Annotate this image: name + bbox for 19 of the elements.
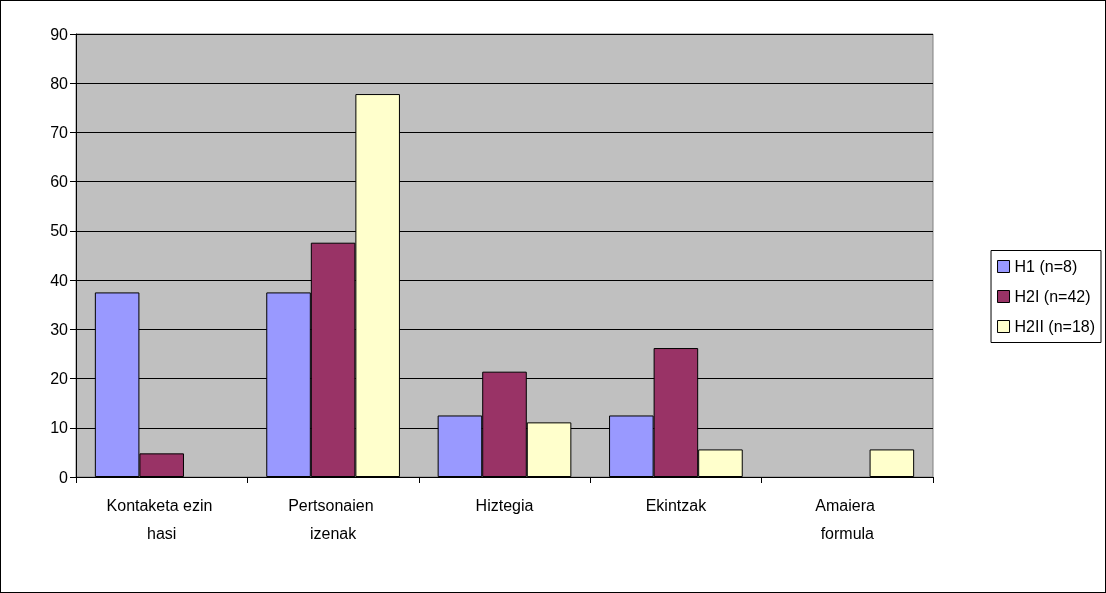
legend-label: H1 (n=8) bbox=[1014, 258, 1078, 275]
x-tick-label: Hiztegia bbox=[475, 496, 534, 514]
y-tick-label: 40 bbox=[50, 271, 69, 289]
y-tick-label: 80 bbox=[50, 74, 69, 92]
y-tick-label: 10 bbox=[50, 419, 69, 437]
x-tick-label: Pertsonaien izenak bbox=[288, 496, 379, 542]
y-tick-label: 60 bbox=[50, 173, 69, 191]
x-tick-label: Amaiera formula bbox=[815, 496, 880, 542]
y-tick-label: 0 bbox=[59, 468, 69, 486]
bar bbox=[869, 449, 915, 477]
y-tick-label: 70 bbox=[50, 123, 69, 141]
legend-label: H2I (n=42) bbox=[1014, 288, 1091, 305]
x-tick-label: Kontaketa ezin hasi bbox=[106, 496, 217, 542]
legend-label: H2II (n=18) bbox=[1014, 318, 1095, 335]
y-tick-label: 50 bbox=[50, 222, 69, 240]
y-tick-label: 20 bbox=[50, 370, 69, 388]
y-tick-label: 30 bbox=[50, 320, 69, 338]
y-tick-label: 90 bbox=[50, 25, 69, 43]
x-tick-label: Ekintzak bbox=[645, 496, 708, 514]
